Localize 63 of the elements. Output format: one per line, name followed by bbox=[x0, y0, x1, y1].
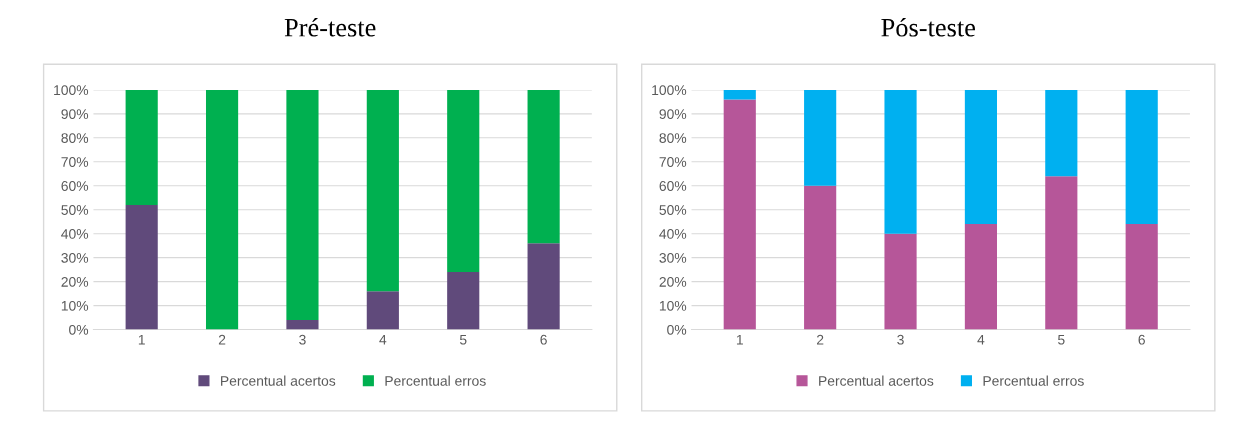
bar bbox=[447, 89, 480, 273]
x-tick-label: 2 bbox=[218, 334, 226, 345]
y-tick-label: 20% bbox=[61, 276, 89, 287]
bar bbox=[964, 89, 997, 225]
legend-label: Percentual erros bbox=[385, 375, 486, 386]
bar bbox=[1045, 89, 1078, 177]
bar bbox=[723, 89, 756, 100]
bar bbox=[366, 89, 399, 292]
bar bbox=[527, 89, 560, 244]
x-tick-label: 1 bbox=[736, 334, 743, 345]
y-tick-label: 60% bbox=[659, 181, 687, 191]
y-tick-label: 50% bbox=[61, 205, 89, 215]
y-tick-label: 10% bbox=[659, 300, 687, 311]
y-tick-label: 50% bbox=[659, 205, 687, 215]
x-tick-label: 4 bbox=[977, 334, 985, 345]
x-tick-label: 5 bbox=[1058, 334, 1065, 345]
y-tick-label: 0% bbox=[69, 324, 89, 335]
x-tick-label: 6 bbox=[1138, 334, 1145, 345]
bar bbox=[366, 291, 399, 330]
legend-label: Percentual acertos bbox=[221, 375, 336, 386]
x-tick-label: 6 bbox=[540, 334, 547, 345]
y-tick-label: 30% bbox=[61, 252, 89, 263]
bar bbox=[205, 89, 239, 330]
x-tick-label: 2 bbox=[816, 334, 824, 345]
y-tick-label: 100% bbox=[652, 85, 687, 96]
x-tick-label: 4 bbox=[379, 334, 387, 345]
y-tick-label: 10% bbox=[61, 300, 89, 311]
y-tick-label: 80% bbox=[61, 133, 89, 143]
bar bbox=[804, 185, 837, 330]
bar bbox=[447, 272, 480, 330]
chart-title: Pré-teste bbox=[284, 17, 376, 37]
y-tick-label: 60% bbox=[61, 181, 89, 191]
legend-label: Percentual erros bbox=[983, 375, 1084, 386]
bar bbox=[286, 89, 319, 320]
chart-title: Pós-teste bbox=[881, 17, 975, 37]
y-tick-label: 70% bbox=[61, 157, 89, 167]
bar bbox=[125, 89, 158, 205]
y-tick-label: 70% bbox=[659, 157, 687, 167]
y-tick-label: 40% bbox=[659, 229, 687, 239]
y-tick-label: 30% bbox=[659, 252, 687, 263]
bar bbox=[1125, 89, 1158, 225]
y-tick-label: 20% bbox=[659, 276, 687, 287]
bar bbox=[527, 243, 560, 330]
bar bbox=[1045, 176, 1078, 330]
bar bbox=[964, 224, 997, 330]
bar bbox=[125, 204, 158, 330]
y-tick-label: 40% bbox=[61, 229, 89, 239]
bar bbox=[884, 233, 917, 330]
legend-label: Percentual acertos bbox=[819, 375, 934, 386]
y-tick-label: 0% bbox=[667, 324, 687, 335]
x-tick-label: 5 bbox=[459, 334, 467, 345]
bar bbox=[804, 89, 837, 186]
y-tick-label: 80% bbox=[659, 133, 687, 143]
x-tick-label: 1 bbox=[138, 334, 145, 345]
y-tick-label: 100% bbox=[54, 85, 89, 96]
bar bbox=[723, 99, 756, 330]
bar bbox=[884, 89, 917, 234]
bar bbox=[286, 319, 319, 330]
x-tick-label: 3 bbox=[897, 334, 904, 345]
bar bbox=[1125, 224, 1158, 330]
x-tick-label: 3 bbox=[299, 334, 306, 345]
y-tick-label: 90% bbox=[61, 109, 89, 120]
y-tick-label: 90% bbox=[659, 109, 687, 120]
